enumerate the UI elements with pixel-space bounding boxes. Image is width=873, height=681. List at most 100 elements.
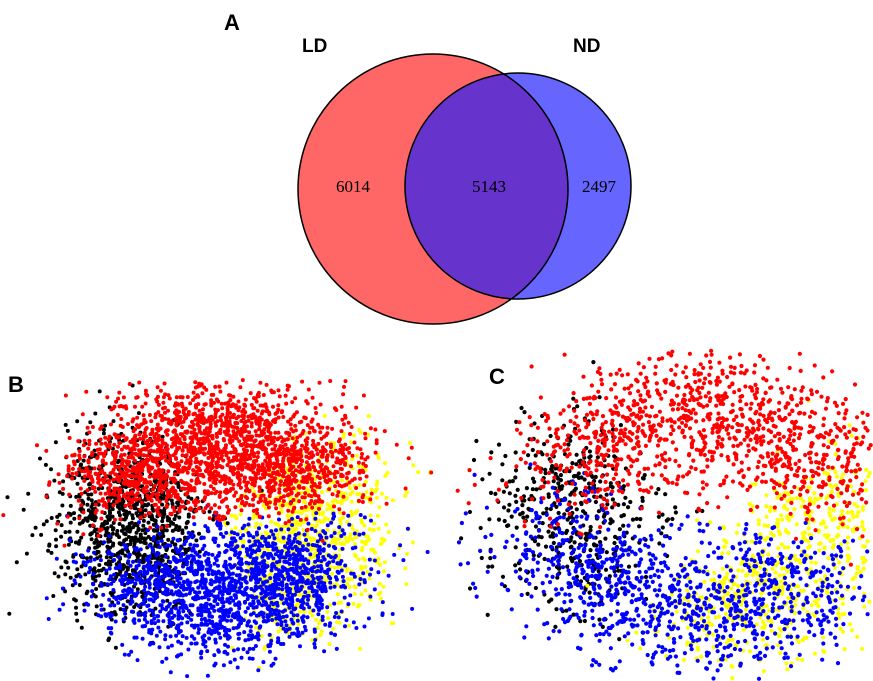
scatter-point-blue xyxy=(302,571,307,576)
scatter-point-red xyxy=(194,498,198,503)
scatter-point-red xyxy=(95,447,100,452)
scatter-point-red xyxy=(154,397,159,402)
scatter-point-blue xyxy=(298,565,303,570)
scatter-point-blue xyxy=(110,552,114,557)
scatter-point-blue xyxy=(147,642,152,647)
scatter-point-blue xyxy=(228,540,233,545)
scatter-point-blue xyxy=(234,573,239,578)
scatter-point-blue xyxy=(332,601,337,606)
scatter-point-yellow xyxy=(357,602,362,607)
scatter-point-blue xyxy=(186,554,191,559)
scatter-point-black xyxy=(186,512,191,517)
scatter-point-red xyxy=(149,494,154,499)
scatter-point-red xyxy=(147,511,152,516)
scatter-point-blue xyxy=(358,577,363,581)
scatter-point-black xyxy=(174,524,179,528)
scatter-point-yellow xyxy=(403,566,408,571)
scatter-point-red xyxy=(117,390,122,395)
scatter-point-red xyxy=(189,430,194,435)
scatter-point-blue xyxy=(81,560,86,565)
scatter-point-blue xyxy=(128,601,133,606)
scatter-point-blue xyxy=(314,602,319,607)
scatter-point-blue xyxy=(216,626,221,631)
scatter-point-red xyxy=(92,466,97,471)
scatter-point-blue xyxy=(222,589,226,593)
scatter-point-blue xyxy=(265,613,270,618)
scatter-point-red xyxy=(127,382,132,386)
scatter-point-yellow xyxy=(374,482,379,487)
scatter-point-blue xyxy=(78,574,83,579)
scatter-point-blue xyxy=(263,600,268,605)
scatter-point-black xyxy=(74,611,79,616)
scatter-point-blue xyxy=(192,625,197,630)
scatter-point-blue xyxy=(362,578,367,583)
scatter-point-red xyxy=(67,436,72,440)
scatter-point-black xyxy=(60,503,65,508)
scatter-point-blue xyxy=(108,574,113,579)
scatter-point-blue xyxy=(229,579,234,584)
scatter-point-yellow xyxy=(340,515,345,520)
scatter-point-blue xyxy=(322,649,327,654)
scatter-point-black xyxy=(49,550,54,555)
scatter-point-black xyxy=(146,534,151,539)
scatter-point-blue xyxy=(267,632,272,637)
scatter-point-black xyxy=(64,560,69,565)
scatter-point-blue xyxy=(332,584,337,589)
scatter-point-red xyxy=(74,471,79,476)
scatter-point-red xyxy=(344,476,349,480)
venn-overlap xyxy=(405,73,568,299)
scatter-point-blue xyxy=(197,627,201,632)
scatter-point-yellow xyxy=(340,478,344,483)
scatter-point-red xyxy=(368,426,373,431)
scatter-point-red xyxy=(76,439,81,444)
scatter-point-red xyxy=(77,453,82,458)
scatter-point-red xyxy=(197,408,202,413)
scatter-point-blue xyxy=(167,618,172,622)
scatter-point-blue xyxy=(332,615,337,619)
scatter-point-blue xyxy=(153,565,158,570)
scatter-point-yellow xyxy=(330,538,335,543)
scatter-point-black xyxy=(83,572,88,577)
scatter-point-red xyxy=(149,498,154,503)
scatter-point-red xyxy=(157,499,162,504)
scatter-point-blue xyxy=(178,546,183,551)
scatter-point-yellow xyxy=(376,526,381,531)
scatter-point-red xyxy=(227,433,232,438)
scatter-point-red xyxy=(138,436,143,441)
scatter-point-blue xyxy=(358,513,363,517)
scatter-point-yellow xyxy=(263,530,268,535)
scatter-point-blue xyxy=(107,534,112,539)
scatter-point-yellow xyxy=(314,617,318,622)
scatter-point-black xyxy=(141,555,146,560)
scatter-point-red xyxy=(214,516,219,521)
scatter-point-blue xyxy=(251,605,256,610)
scatter-point-blue xyxy=(276,636,281,641)
scatter-point-blue xyxy=(199,651,203,656)
scatter-point-blue xyxy=(346,513,351,518)
scatter-point-blue xyxy=(155,540,160,545)
scatter-point-red xyxy=(214,431,219,436)
scatter-point-blue xyxy=(325,523,330,528)
scatter-point-black xyxy=(86,492,91,497)
scatter-point-blue xyxy=(226,644,230,649)
scatter-point-blue xyxy=(257,571,261,576)
scatter-point-black xyxy=(126,535,131,539)
scatter-point-yellow xyxy=(251,516,255,521)
scatter-point-blue xyxy=(280,609,285,614)
scatter-point-blue xyxy=(235,665,240,670)
scatter-point-blue xyxy=(128,563,133,568)
scatter-point-black xyxy=(26,491,31,496)
scatter-point-black xyxy=(149,517,154,522)
scatter-point-blue xyxy=(284,614,289,619)
scatter-point-black xyxy=(14,560,19,565)
scatter-point-red xyxy=(315,484,320,489)
scatter-point-blue xyxy=(267,649,272,654)
scatter-point-blue xyxy=(125,581,130,586)
scatter-point-yellow xyxy=(366,534,370,539)
scatter-point-black xyxy=(158,495,163,500)
scatter-point-blue xyxy=(312,627,317,632)
scatter-point-red xyxy=(300,443,304,448)
scatter-point-black xyxy=(98,554,103,559)
venn-count-nd-only: 2497 xyxy=(582,177,617,196)
scatter-point-red xyxy=(192,427,197,432)
